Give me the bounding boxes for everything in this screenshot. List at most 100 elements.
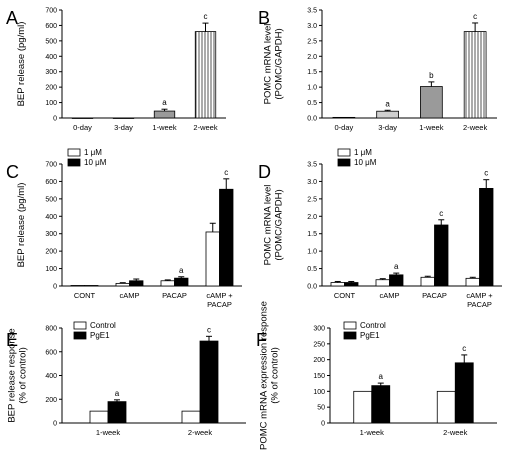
y-tick-label: 0 bbox=[53, 116, 57, 123]
legend-label: PgE1 bbox=[360, 331, 380, 340]
legend-swatch bbox=[73, 331, 87, 340]
y-tick-label: 600 bbox=[45, 349, 57, 356]
bar bbox=[330, 282, 345, 287]
x-category-label: 2-week bbox=[443, 428, 467, 437]
y-tick-label: 200 bbox=[313, 357, 325, 364]
bar bbox=[84, 285, 99, 287]
legend-label: Control bbox=[360, 321, 386, 330]
legend-label: 10 μM bbox=[354, 158, 377, 167]
significance-label: c bbox=[462, 344, 466, 353]
bar bbox=[115, 282, 130, 287]
y-axis-label: BEP release (pg/ml) bbox=[16, 22, 27, 107]
panel-f: F 0 50 100 150 200 250 300 POMC mRNA expression … bbox=[256, 301, 497, 450]
y-tick-label: 50 bbox=[317, 405, 325, 412]
y-tick-label: 100 bbox=[45, 266, 57, 273]
y-tick-label: 0 bbox=[53, 284, 57, 291]
y-tick-label: 3.5 bbox=[307, 162, 317, 169]
y-axis-label: (POMC/GAPDH) bbox=[274, 28, 285, 99]
bar bbox=[174, 277, 189, 287]
y-axis-label: (% of control) bbox=[18, 347, 29, 404]
y-tick-label: 500 bbox=[45, 38, 57, 45]
legend-swatch bbox=[67, 158, 81, 167]
y-tick-label: 400 bbox=[45, 54, 57, 61]
y-axis-label: POMC mRNA level bbox=[263, 24, 274, 105]
significance-label: b bbox=[429, 71, 434, 80]
y-tick-label: 0.5 bbox=[307, 100, 317, 107]
significance-label: c bbox=[439, 209, 443, 218]
legend-label: 10 μM bbox=[84, 158, 107, 167]
y-tick-label: 200 bbox=[45, 85, 57, 92]
y-axis-label: BEP release (pg/ml) bbox=[16, 183, 27, 268]
x-category-label: PACAP bbox=[467, 300, 492, 309]
y-axis-label: BEP release response bbox=[7, 328, 18, 422]
legend-label: Control bbox=[90, 321, 116, 330]
bar bbox=[376, 110, 399, 119]
panel-e: E 0 200 400 600 800 BEP release response (% of … bbox=[6, 321, 246, 437]
bar bbox=[219, 188, 234, 287]
y-tick-label: 2.0 bbox=[307, 54, 317, 61]
y-tick-label: 400 bbox=[45, 373, 57, 380]
y-tick-label: 800 bbox=[45, 326, 57, 333]
y-tick-label: 2.5 bbox=[307, 196, 317, 203]
y-tick-label: 3.0 bbox=[307, 23, 317, 30]
panel-letter: D bbox=[258, 162, 271, 182]
bar bbox=[89, 410, 109, 424]
legend-label: 1 μM bbox=[354, 148, 372, 157]
panel-letter: C bbox=[6, 162, 19, 182]
panel-letter: F bbox=[256, 330, 267, 350]
bar bbox=[454, 362, 474, 424]
legend-label: PgE1 bbox=[90, 331, 110, 340]
y-tick-label: 150 bbox=[313, 373, 325, 380]
y-tick-label: 600 bbox=[45, 23, 57, 30]
x-category-label: 0-day bbox=[73, 123, 92, 132]
legend-label: 1 μM bbox=[84, 148, 102, 157]
x-category-label: 1-week bbox=[152, 123, 176, 132]
significance-label: c bbox=[224, 168, 228, 177]
x-category-label: cAMP bbox=[119, 291, 139, 300]
y-axis-label: (POMC/GAPDH) bbox=[274, 189, 285, 260]
bar bbox=[129, 280, 144, 287]
legend-swatch bbox=[337, 158, 351, 167]
y-tick-label: 300 bbox=[313, 326, 325, 333]
bar bbox=[205, 231, 220, 287]
x-category-label: 3-day bbox=[114, 123, 133, 132]
legend-swatch bbox=[67, 148, 81, 157]
legend-swatch bbox=[73, 321, 87, 330]
legend-swatch bbox=[337, 148, 351, 157]
y-tick-label: 0 bbox=[53, 421, 57, 428]
panel-letter: B bbox=[258, 8, 270, 28]
bar bbox=[463, 31, 487, 119]
y-tick-label: 100 bbox=[313, 389, 325, 396]
significance-label: a bbox=[394, 262, 399, 271]
y-tick-label: 100 bbox=[45, 100, 57, 107]
bar bbox=[436, 390, 456, 424]
x-category-label: 0-day bbox=[334, 123, 353, 132]
panel-a: A 0 100 200 300 400 500 600 700 BEP release (pg/m… bbox=[6, 8, 226, 132]
y-tick-label: 200 bbox=[45, 397, 57, 404]
bar bbox=[71, 117, 94, 119]
panel-letter: A bbox=[6, 8, 18, 28]
x-category-label: 1-week bbox=[96, 428, 120, 437]
y-tick-label: 300 bbox=[45, 231, 57, 238]
bar bbox=[194, 31, 217, 119]
significance-label: a bbox=[379, 372, 384, 381]
y-tick-label: 250 bbox=[313, 341, 325, 348]
y-tick-label: 500 bbox=[45, 196, 57, 203]
x-category-label: PACAP bbox=[207, 300, 232, 309]
significance-label: a bbox=[115, 389, 120, 398]
y-tick-label: 2.5 bbox=[307, 38, 317, 45]
y-tick-label: 700 bbox=[45, 8, 57, 15]
y-tick-label: 0.0 bbox=[307, 284, 317, 291]
significance-label: a bbox=[179, 266, 184, 275]
legend-swatch bbox=[343, 321, 357, 330]
significance-label: c bbox=[473, 12, 477, 21]
bar bbox=[107, 401, 127, 424]
bar bbox=[344, 282, 359, 287]
panel-letter: E bbox=[6, 330, 18, 350]
panel-b: B 0.0 0.5 1.0 1.5 2.0 2.5 3.0 3.5 POMC mRNA level… bbox=[258, 8, 497, 132]
y-tick-label: 200 bbox=[45, 249, 57, 256]
x-category-label: 2-week bbox=[463, 123, 487, 132]
x-category-label: CONT bbox=[74, 291, 96, 300]
bar bbox=[112, 117, 135, 119]
